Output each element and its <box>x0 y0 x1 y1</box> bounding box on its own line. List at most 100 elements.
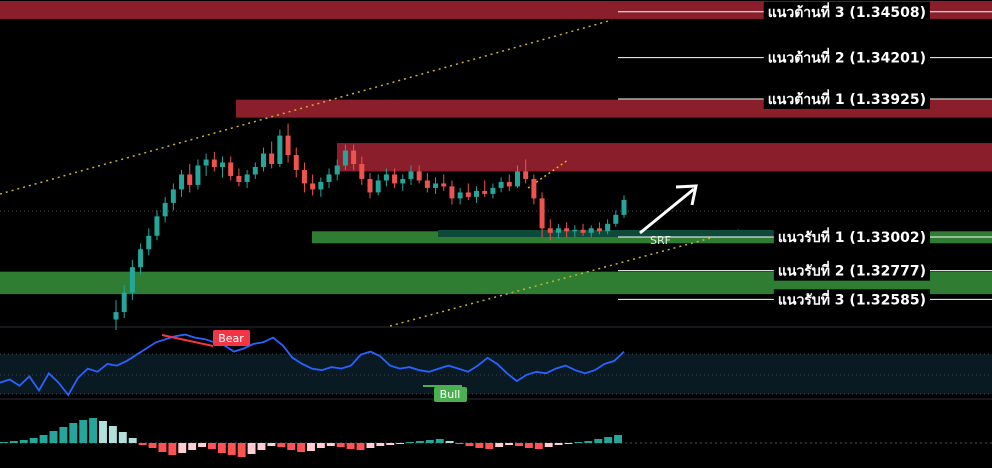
histogram-bar <box>465 443 474 446</box>
candle-body <box>252 166 258 175</box>
level-label: แนวรับที่ 1 (1.33002) <box>778 227 926 246</box>
oscillator-band <box>0 354 992 394</box>
candle-body <box>244 174 250 182</box>
histogram-bar <box>138 443 147 445</box>
candle-body <box>531 178 537 199</box>
candle-body <box>285 135 291 156</box>
histogram-bar <box>128 438 137 443</box>
histogram-bar <box>277 443 286 447</box>
candle-body <box>220 162 226 167</box>
candle-body <box>490 187 496 194</box>
histogram-bar <box>485 443 494 449</box>
candle-body <box>187 174 193 185</box>
candle-body <box>433 183 439 188</box>
candle-body <box>408 171 414 179</box>
oscillator-series <box>0 333 625 397</box>
level-label-bg <box>763 1 930 22</box>
histogram-bar <box>237 443 246 457</box>
candle-body <box>195 165 201 185</box>
candle-body <box>400 178 406 184</box>
bear-divergence-line <box>161 334 214 347</box>
level-label-bg <box>763 47 930 68</box>
histogram-bar <box>267 443 276 446</box>
histogram-bar <box>416 441 424 443</box>
histogram-bar <box>217 443 226 453</box>
histogram-bar <box>158 443 167 452</box>
histogram-bar <box>564 443 573 444</box>
histogram-bar <box>49 431 58 443</box>
histogram-bar <box>19 440 28 443</box>
histogram-bar <box>9 441 18 443</box>
histogram-bar <box>574 442 583 443</box>
candle-body <box>564 228 570 232</box>
resistance-zone-4 <box>337 143 992 172</box>
candle-body <box>269 153 275 164</box>
histogram-bar <box>247 443 256 454</box>
histogram-bar <box>208 443 216 449</box>
oscillator-line <box>0 333 625 397</box>
resistance-zone-1 <box>0 0 992 19</box>
histogram-bar <box>29 438 38 443</box>
short-trend-line <box>527 159 569 189</box>
candle-body <box>514 171 520 187</box>
histogram-bar <box>366 443 375 448</box>
candle-body <box>506 181 512 187</box>
candle-body <box>392 174 398 184</box>
candle-body <box>555 228 561 233</box>
histogram-bar <box>584 441 593 443</box>
candle-body <box>203 159 209 166</box>
histogram-bar <box>614 435 622 443</box>
histogram-bar <box>544 443 553 447</box>
candle-body <box>170 189 176 203</box>
candlestick-series <box>113 123 627 330</box>
level-label-bg <box>773 260 930 281</box>
candle-body <box>416 171 422 181</box>
histogram-bar <box>435 439 444 443</box>
candle-body <box>318 181 324 190</box>
histogram-bar <box>79 420 88 443</box>
candle-body <box>301 169 307 184</box>
candle-body <box>441 183 447 187</box>
histogram-bar <box>475 443 484 448</box>
candle-body <box>424 180 430 188</box>
candle-body <box>474 190 480 197</box>
candle-body <box>465 192 471 197</box>
price-level-lines: แนวต้านที่ 3 (1.34508) แนวต้านที่ 2 (1.34… <box>618 1 992 310</box>
candle-body <box>498 181 504 188</box>
candle-body <box>539 198 545 229</box>
upper-channel-line <box>0 19 613 195</box>
level-label: แนวต้านที่ 2 (1.34201) <box>768 48 926 67</box>
histogram-bar <box>188 443 197 450</box>
candle-body <box>260 153 266 167</box>
candle-body <box>277 135 283 164</box>
bull-badge: Bull <box>434 387 467 402</box>
histogram-bar <box>198 443 206 447</box>
candle-body <box>359 163 365 179</box>
candle-body <box>588 228 594 233</box>
srf-band <box>438 230 783 237</box>
histogram-bar <box>356 443 365 450</box>
candle-body <box>457 192 463 199</box>
histogram-bar <box>99 421 107 443</box>
candle-body <box>580 229 586 233</box>
histogram-bar <box>178 443 187 453</box>
bull-badge-label: Bull <box>440 388 461 401</box>
level-label: แนวรับที่ 2 (1.32777) <box>778 261 926 280</box>
level-label-bg <box>773 289 930 310</box>
histogram-bar <box>168 443 177 455</box>
candle-body <box>179 174 185 190</box>
histogram-bar <box>445 441 454 443</box>
candle-body <box>236 175 242 182</box>
histogram-bar <box>455 443 464 444</box>
histogram-bar <box>524 443 533 448</box>
histogram-bar <box>287 443 296 450</box>
level-label: แนวต้านที่ 1 (1.33925) <box>768 89 926 108</box>
histogram-bar <box>0 442 8 443</box>
candle-body <box>138 249 144 268</box>
candle-body <box>154 216 160 236</box>
candle-body <box>121 292 127 313</box>
candle-body <box>482 190 488 194</box>
candle-body <box>613 214 619 224</box>
histogram-bar <box>59 427 68 443</box>
